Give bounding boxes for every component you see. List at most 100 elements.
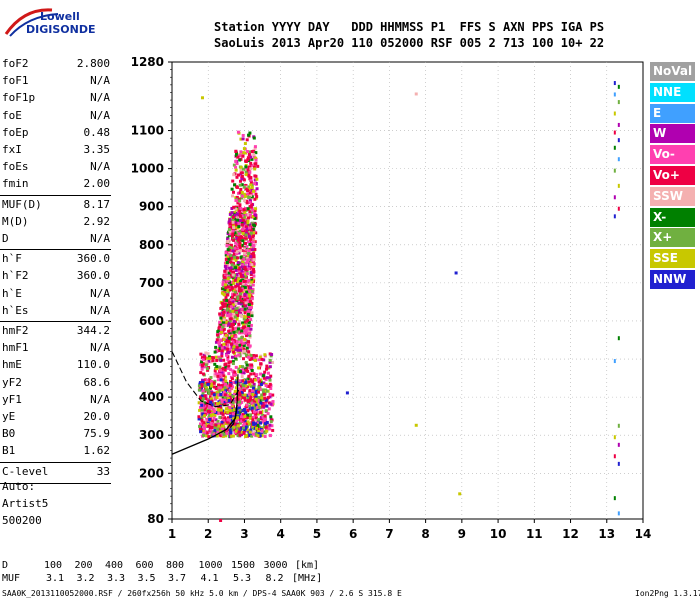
echo-point (259, 421, 263, 425)
echo-point (200, 408, 204, 412)
echo-point (209, 406, 213, 410)
echo-point (236, 256, 240, 260)
echo-point (220, 427, 224, 431)
param-name: hmE (2, 358, 22, 372)
echo-point (210, 382, 214, 386)
echo-point (235, 427, 239, 431)
echo-point (223, 416, 227, 420)
echo-point (267, 366, 271, 370)
echo-point (222, 323, 226, 327)
echo-point (232, 330, 236, 334)
param-value: 110.0 (76, 358, 110, 372)
echo-point (229, 360, 233, 364)
echo-point (248, 399, 252, 403)
echo-point (236, 130, 240, 134)
echo-point (206, 352, 210, 356)
echo-point (454, 271, 458, 275)
echo-point (208, 377, 212, 381)
muf-table-distance: 100 (44, 560, 63, 571)
echo-point (243, 426, 247, 430)
echo-point (230, 263, 234, 267)
echo-point (222, 342, 226, 346)
echo-point (268, 427, 272, 431)
echo-point (234, 365, 238, 369)
echo-point (198, 408, 202, 412)
echo-point (212, 356, 216, 360)
x-tick-label: 4 (277, 527, 285, 541)
echo-point (247, 223, 251, 227)
echo-point (197, 417, 201, 421)
echo-point (210, 397, 214, 401)
echo-point (240, 177, 244, 181)
echo-point (249, 323, 253, 327)
echo-point (243, 311, 247, 315)
echo-point (237, 353, 241, 357)
echo-point (250, 314, 254, 318)
echo-point (237, 223, 241, 227)
echo-point (262, 420, 266, 424)
footer-file-info: SAA0K_2013110052000.RSF / 260fx256h 50 k… (2, 589, 402, 598)
echo-point (238, 203, 242, 207)
echo-point (257, 382, 261, 386)
echo-point (617, 84, 620, 89)
echo-point (233, 291, 237, 295)
echo-point (207, 399, 211, 403)
echo-point (235, 236, 239, 240)
echo-point (234, 168, 238, 172)
echo-point (249, 161, 253, 165)
echo-point (248, 422, 252, 426)
echo-point (208, 418, 212, 422)
echo-point (252, 211, 256, 215)
echo-point (201, 389, 205, 393)
echo-point (254, 419, 258, 423)
echo-point (231, 270, 235, 274)
echo-point (250, 244, 254, 248)
echo-point (239, 313, 243, 317)
echo-point (256, 417, 260, 421)
echo-point (230, 211, 234, 215)
echo-point (242, 371, 246, 375)
echo-point (229, 269, 233, 273)
echo-point (215, 390, 219, 394)
echo-point (245, 403, 249, 407)
echo-point (237, 370, 241, 374)
echo-point (256, 405, 260, 409)
echo-point (239, 296, 243, 300)
echo-point (249, 353, 253, 357)
echo-point (226, 340, 230, 344)
echo-point (204, 363, 208, 367)
echo-point (248, 198, 252, 202)
echo-point (241, 413, 245, 417)
echo-point (269, 415, 273, 419)
echo-point (214, 394, 218, 398)
echo-point (202, 362, 206, 366)
echo-point (219, 393, 223, 397)
echo-point (260, 420, 264, 424)
echo-point (234, 165, 238, 169)
echo-point (239, 302, 243, 306)
echo-point (229, 309, 233, 313)
echo-point (226, 384, 230, 388)
echo-point (223, 264, 227, 268)
echo-point (238, 370, 242, 374)
echo-point (237, 327, 241, 331)
echo-point (237, 320, 241, 324)
echo-point (236, 261, 240, 265)
echo-point (200, 360, 204, 364)
echo-point (206, 368, 210, 372)
muf-table-d-unit: [km] (295, 560, 320, 571)
echo-point (248, 404, 252, 408)
echo-point (235, 306, 239, 310)
param-row-hf2: h`F2 360.0 (2, 268, 110, 284)
param-row-he: h`E N/A (2, 286, 110, 302)
echo-point (245, 290, 249, 294)
echo-point (207, 359, 211, 363)
echo-point (234, 223, 238, 227)
echo-point (244, 274, 248, 278)
echo-point (239, 415, 243, 419)
echo-point (226, 285, 230, 289)
echo-point (246, 168, 250, 172)
echo-point (217, 372, 221, 376)
echo-point (199, 402, 203, 406)
echo-point (249, 395, 253, 399)
